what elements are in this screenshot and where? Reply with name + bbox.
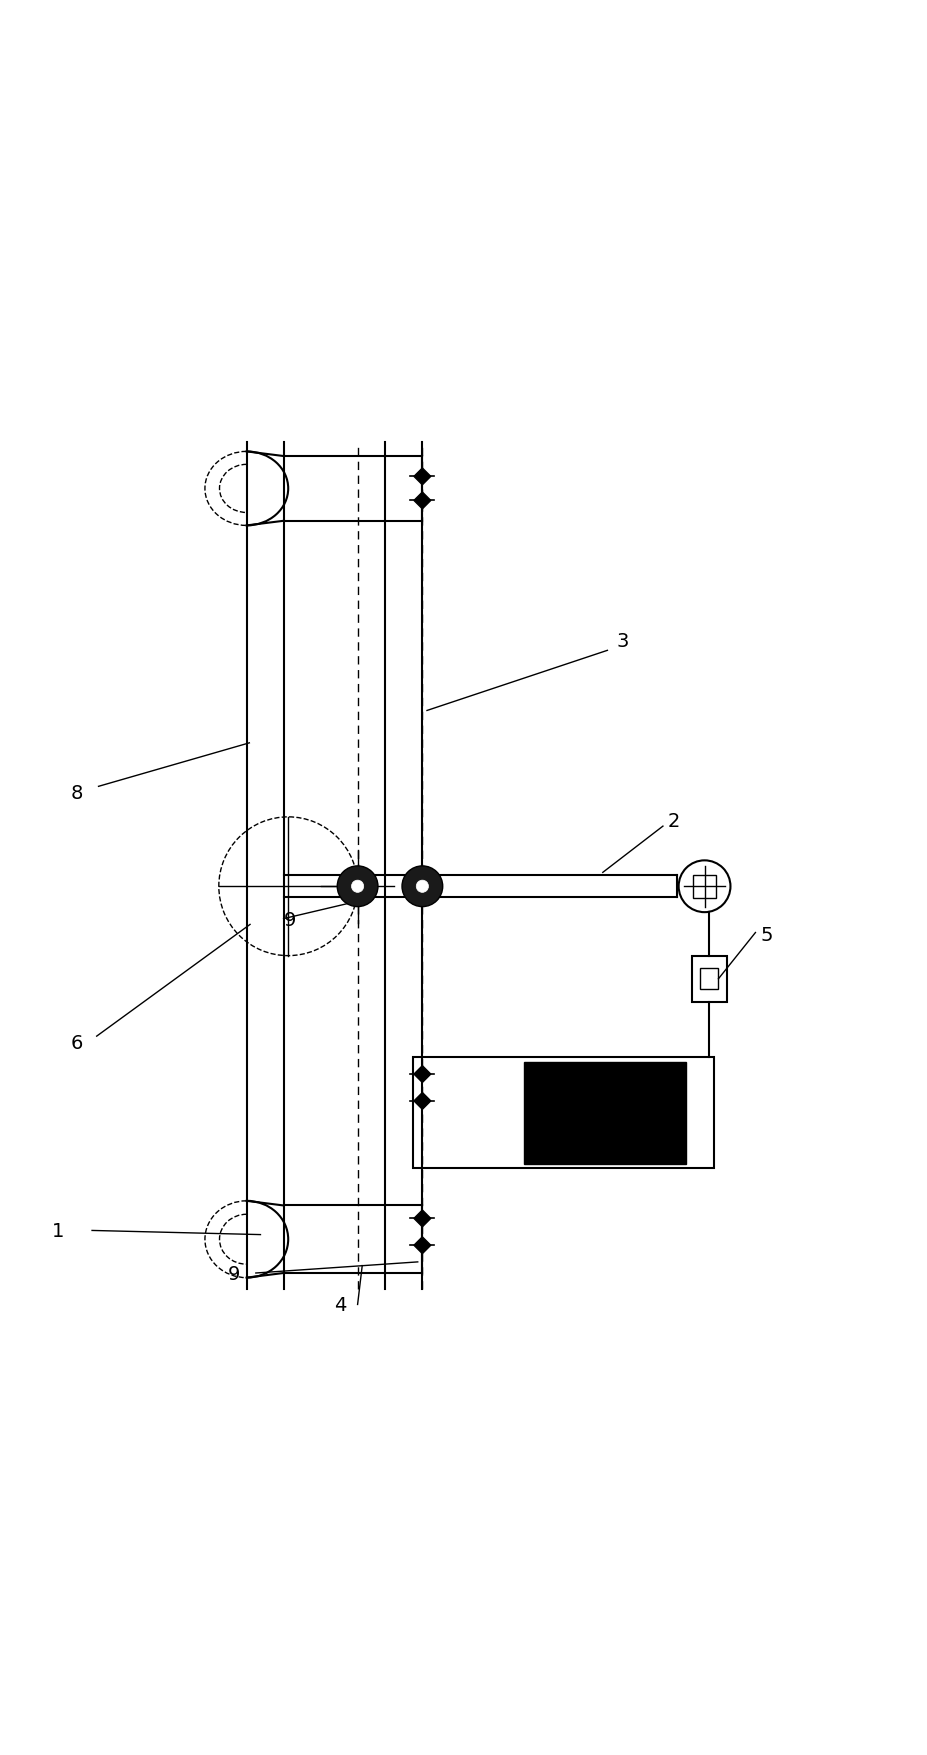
Bar [691,956,726,1002]
Text: 3: 3 [616,632,629,651]
Circle shape [337,867,377,907]
Text: 6: 6 [70,1034,83,1053]
Text: 1: 1 [52,1221,65,1241]
Text: 4: 4 [334,1295,347,1314]
Text: 9: 9 [284,911,296,930]
Polygon shape [413,493,430,509]
Polygon shape [413,1211,430,1227]
Polygon shape [413,469,430,486]
Text: 2: 2 [667,811,679,830]
Polygon shape [413,1093,430,1109]
Polygon shape [413,1065,430,1083]
Text: 7: 7 [657,1116,670,1135]
Circle shape [401,867,442,907]
Polygon shape [413,1237,430,1253]
Text: 9: 9 [228,1265,240,1283]
Text: 5: 5 [759,925,772,944]
Bar [413,1058,713,1169]
Text: 8: 8 [70,784,83,802]
Circle shape [416,881,428,893]
Bar [692,876,716,899]
Circle shape [351,881,363,893]
Bar [524,1062,685,1164]
Bar [700,969,717,990]
